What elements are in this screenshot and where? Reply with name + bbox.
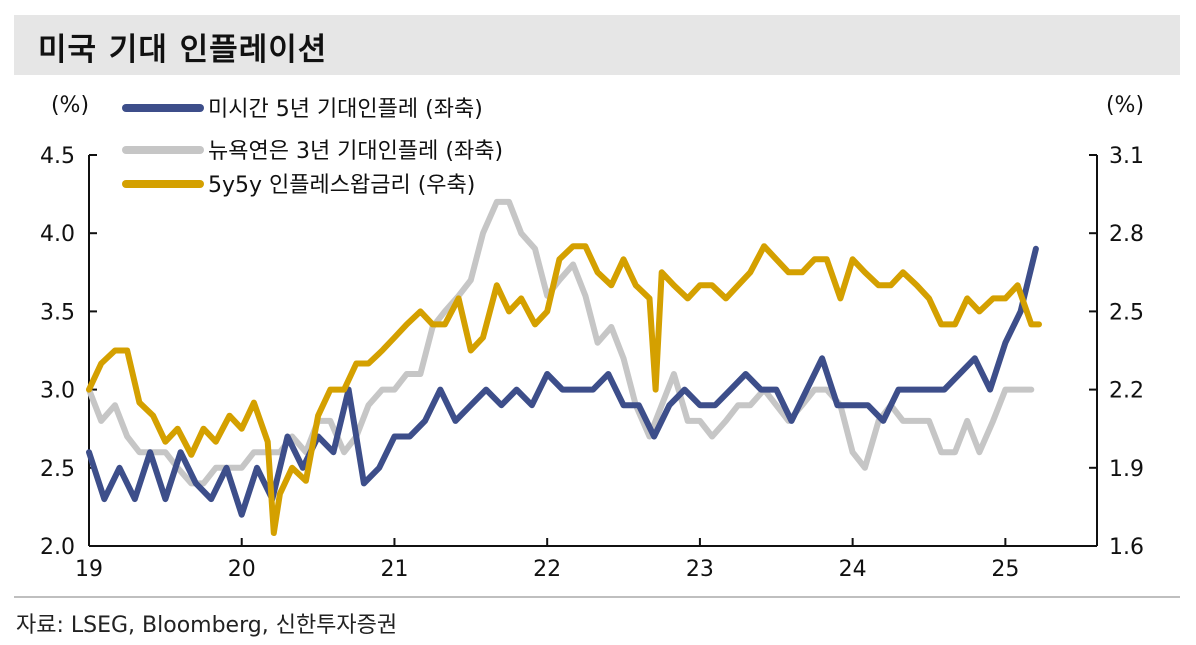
x-tick-label: 20 — [228, 557, 256, 582]
right-tick-label: 3.1 — [1109, 144, 1144, 169]
x-tick-label: 21 — [380, 557, 408, 582]
x-tick-label: 25 — [991, 557, 1019, 582]
x-tick-label: 24 — [839, 557, 867, 582]
right-tick-label: 2.5 — [1109, 300, 1144, 325]
left-tick-label: 4.5 — [40, 144, 75, 169]
x-tick-label: 23 — [686, 557, 714, 582]
x-tick-label: 19 — [75, 557, 103, 582]
source-note: 자료: LSEG, Bloomberg, 신한투자증권 — [16, 613, 398, 638]
title-bar: 미국 기대 인플레이션 — [14, 15, 1180, 75]
left-tick-label: 3.5 — [40, 300, 75, 325]
left-axis-unit: (%) — [51, 93, 89, 118]
legend-label: 미시간 5년 기대인플레 (좌축) — [208, 97, 483, 122]
left-tick-label: 2.0 — [40, 535, 75, 560]
legend-label: 5y5y 인플레스왑금리 (우축) — [208, 173, 475, 198]
source-divider — [14, 596, 1180, 598]
left-tick-label: 4.0 — [40, 222, 75, 247]
right-tick-label: 2.8 — [1109, 222, 1144, 247]
x-tick-label: 22 — [533, 557, 561, 582]
right-tick-label: 1.9 — [1109, 457, 1144, 482]
michigan-5y-line — [86, 245, 1039, 518]
right-tick-label: 2.2 — [1109, 379, 1144, 404]
legend: 미시간 5년 기대인플레 (좌축) 뉴욕연은 3년 기대인플레 (좌축) 5y5y … — [122, 97, 503, 198]
left-tick-label: 3.0 — [40, 379, 75, 404]
legend-label: 뉴욕연은 3년 기대인플레 (좌축) — [208, 139, 503, 164]
page-title: 미국 기대 인플레이션 — [38, 32, 328, 68]
swap-5y5y-line — [86, 243, 1042, 536]
series-group — [86, 198, 1042, 536]
left-tick-label: 2.5 — [40, 457, 75, 482]
right-tick-label: 1.6 — [1109, 535, 1144, 560]
right-axis-unit: (%) — [1106, 93, 1144, 118]
axes-group: 2.0 2.5 3.0 3.5 4.0 4.5 1.6 1.9 2.2 2.5 2.8 3.1 19 20… — [40, 144, 1144, 582]
nyfed-3y-line — [86, 198, 1035, 487]
